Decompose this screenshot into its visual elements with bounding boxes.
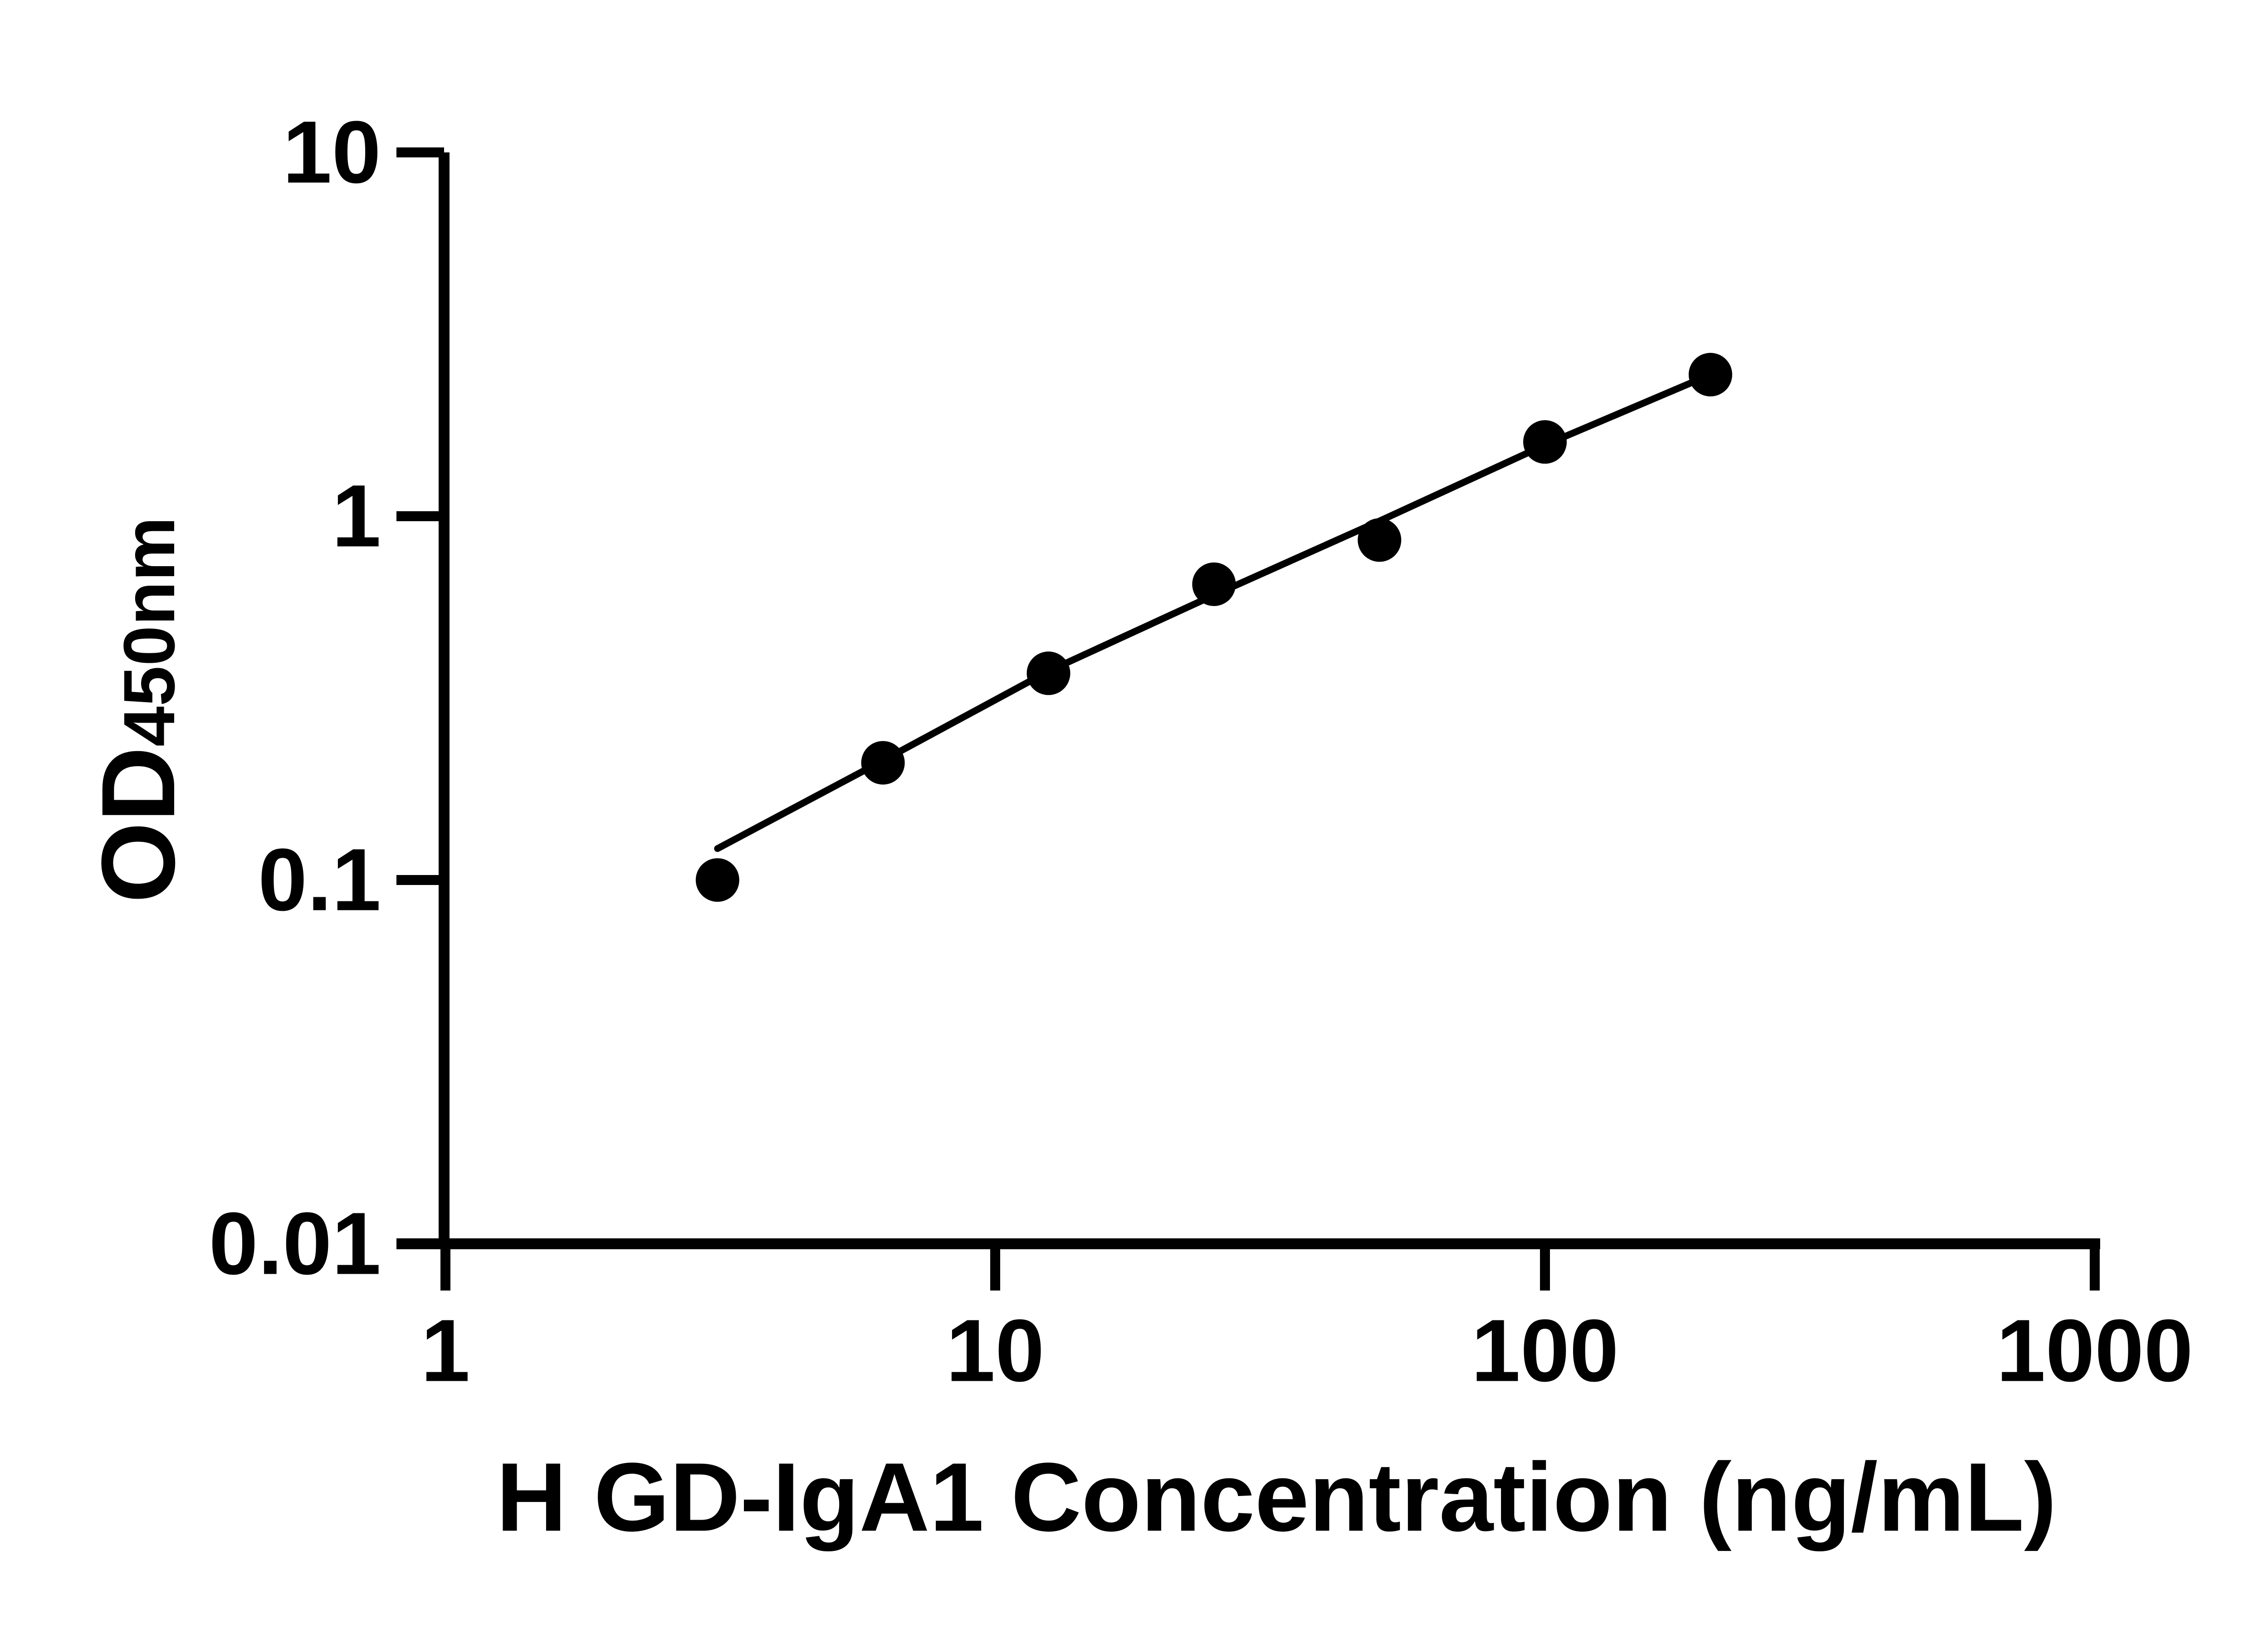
data-point — [1523, 420, 1567, 464]
data-point — [695, 858, 739, 902]
x-tick-label: 10 — [946, 1301, 1045, 1400]
x-tick-label: 100 — [1471, 1301, 1619, 1400]
y-tick-label: 0.1 — [258, 830, 381, 929]
y-axis-title-subscript: 450nm — [108, 517, 190, 747]
data-point — [861, 741, 905, 785]
data-point — [1688, 352, 1732, 396]
x-axis-ticks — [440, 1244, 2100, 1291]
y-tick-label: 0.01 — [209, 1194, 381, 1293]
axis-lines — [396, 152, 2100, 1249]
data-points — [695, 352, 1732, 902]
data-point — [1358, 518, 1402, 562]
y-axis-ticks — [396, 147, 444, 1249]
x-axis-title: H GD-IgA1 Concentration (ng/mL) — [496, 1442, 2057, 1552]
data-point — [1192, 562, 1236, 606]
x-tick-label: 1 — [420, 1301, 470, 1400]
y-axis-title-main: OD — [80, 746, 196, 903]
y-tick-label: 1 — [332, 466, 381, 566]
y-tick-label: 10 — [283, 103, 381, 202]
y-axis-title: OD450nm — [80, 517, 196, 903]
data-point — [1026, 651, 1070, 695]
x-tick-label: 1000 — [1996, 1301, 2193, 1400]
